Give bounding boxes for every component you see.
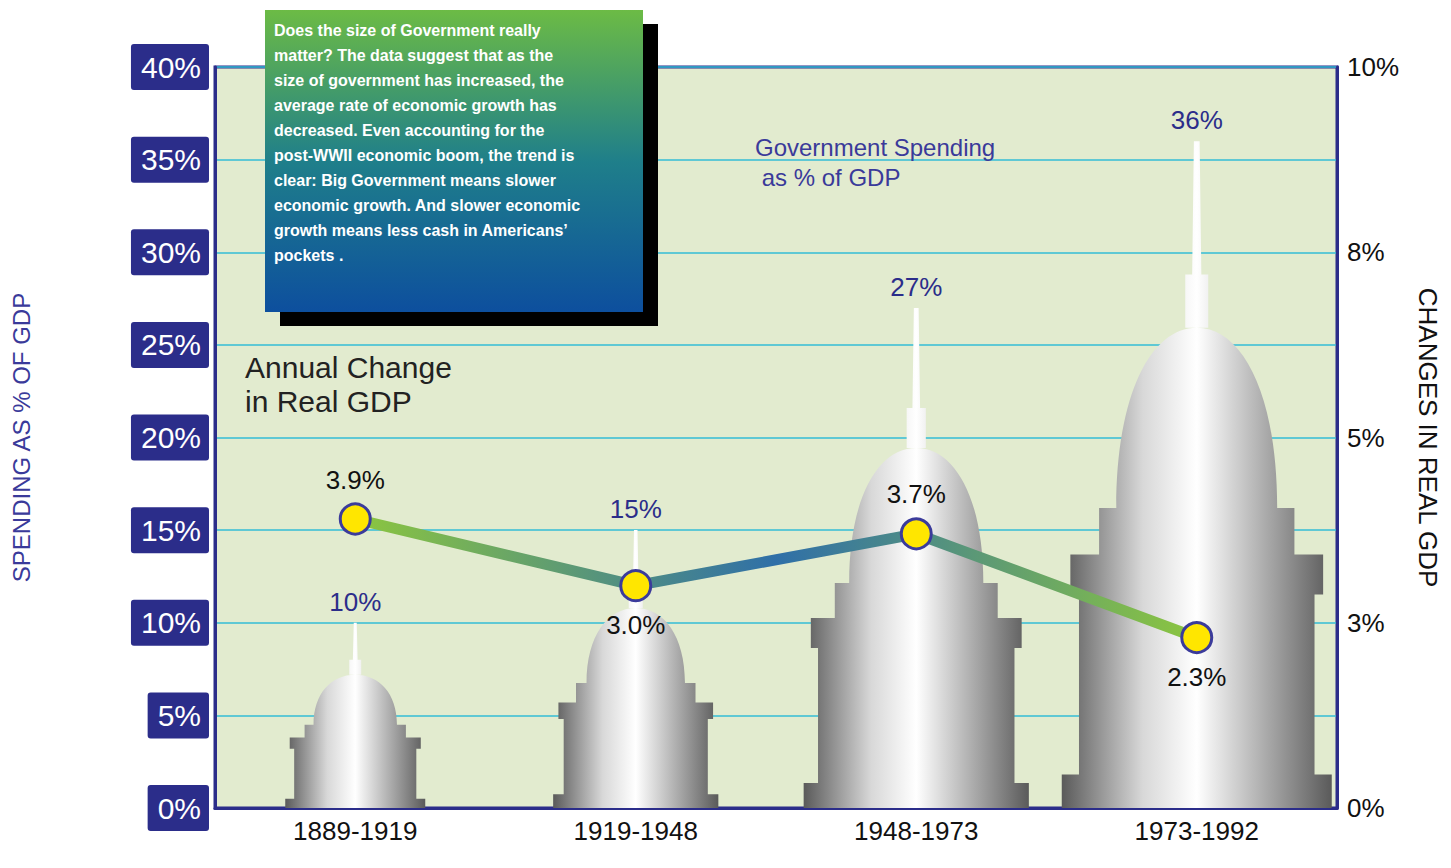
svg-text:5%: 5% (1347, 423, 1385, 453)
svg-text:as % of GDP: as % of GDP (755, 164, 900, 191)
svg-text:1919-1948: 1919-1948 (574, 816, 698, 846)
svg-text:1973-1992: 1973-1992 (1135, 816, 1259, 846)
svg-text:2.3%: 2.3% (1167, 662, 1226, 692)
svg-text:clear: Big Government means sl: clear: Big Government means slower (274, 172, 560, 189)
svg-text:size of government has increas: size of government has increased, the (274, 72, 568, 89)
svg-text:3%: 3% (1347, 608, 1385, 638)
svg-text:3.0%: 3.0% (606, 610, 665, 640)
svg-text:10%: 10% (141, 606, 201, 639)
svg-text:average rate of economic growt: average rate of economic growth has (274, 97, 561, 114)
svg-text:SPENDING AS % OF GDP: SPENDING AS % OF GDP (8, 293, 35, 582)
svg-text:post-WWII economic boom, the t: post-WWII economic boom, the trend is (274, 147, 579, 164)
svg-text:CHANGES IN REAL GDP: CHANGES IN REAL GDP (1413, 288, 1443, 588)
svg-text:Annual Change: Annual Change (245, 351, 460, 384)
svg-text:in Real GDP: in Real GDP (245, 385, 412, 418)
svg-text:15%: 15% (610, 494, 662, 524)
svg-text:40%: 40% (141, 51, 201, 84)
svg-text:1889-1919: 1889-1919 (293, 816, 417, 846)
svg-text:matter? The data suggest that: matter? The data suggest that as the (274, 47, 558, 64)
svg-text:economic growth. And slower ec: economic growth. And slower economic (274, 197, 585, 214)
svg-text:20%: 20% (141, 421, 201, 454)
svg-text:0%: 0% (158, 792, 201, 825)
svg-text:decreased. Even accounting for: decreased. Even accounting for the (274, 122, 549, 139)
svg-text:3.7%: 3.7% (887, 479, 946, 509)
svg-text:pockets .: pockets . (274, 247, 343, 264)
svg-text:8%: 8% (1347, 237, 1385, 267)
svg-text:1948-1973: 1948-1973 (854, 816, 978, 846)
svg-text:5%: 5% (158, 699, 201, 732)
svg-text:Does the size of Government re: Does the size of Government really (274, 22, 545, 39)
svg-text:30%: 30% (141, 236, 201, 269)
svg-text:growth means less cash in Amer: growth means less cash in Americans’ (274, 222, 571, 239)
svg-text:27%: 27% (890, 272, 942, 302)
svg-text:36%: 36% (1171, 105, 1223, 135)
svg-text:3.9%: 3.9% (326, 465, 385, 495)
svg-text:Government Spending: Government Spending (755, 134, 995, 161)
svg-text:35%: 35% (141, 143, 201, 176)
svg-text:10%: 10% (1347, 52, 1399, 82)
svg-text:10%: 10% (329, 587, 381, 617)
svg-text:25%: 25% (141, 328, 201, 361)
svg-text:0%: 0% (1347, 793, 1385, 823)
svg-text:15%: 15% (141, 514, 201, 547)
